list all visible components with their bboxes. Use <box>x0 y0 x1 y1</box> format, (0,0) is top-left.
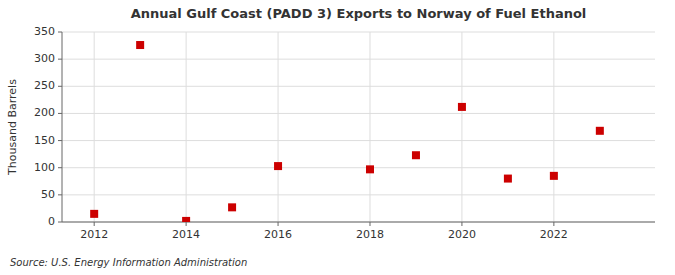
chart: 0 50 100 150 200 250 300 350 2012 2014 2016 2018 202… <box>0 0 675 275</box>
y-axis-label: Thousand Barrels <box>6 79 19 176</box>
grid-line-x <box>278 32 279 222</box>
x-tick <box>186 222 187 226</box>
point <box>458 103 466 111</box>
x-tick <box>369 222 370 226</box>
x-tick-label: 2014 <box>172 228 200 241</box>
point <box>596 127 604 135</box>
grid-line-x <box>461 32 462 222</box>
point <box>274 162 282 170</box>
grid-line-y <box>62 167 655 168</box>
grid-line-y <box>62 113 655 114</box>
point <box>182 217 190 222</box>
x-tick-label: 2022 <box>540 228 568 241</box>
grid-line-y <box>62 59 655 60</box>
y-tick <box>58 113 62 114</box>
y-tick-label: 150 <box>34 134 55 147</box>
grid-line-y <box>62 140 655 141</box>
point <box>90 210 98 218</box>
y-tick <box>58 222 62 223</box>
x-tick-label: 2018 <box>356 228 384 241</box>
y-tick-label: 350 <box>34 25 55 38</box>
point <box>412 151 420 159</box>
grid-line-y <box>62 222 655 223</box>
point <box>228 203 236 211</box>
grid-line-x <box>553 32 554 222</box>
y-tick <box>58 194 62 195</box>
x-tick-label: 2020 <box>448 228 476 241</box>
source-note: Source: U.S. Energy Information Administ… <box>10 257 247 268</box>
y-tick-label: 250 <box>34 79 55 92</box>
y-axis-line <box>62 32 63 222</box>
x-tick <box>553 222 554 226</box>
grid-line-y <box>62 194 655 195</box>
x-tick-label: 2012 <box>80 228 108 241</box>
y-tick <box>58 86 62 87</box>
grid-line-y <box>62 32 655 33</box>
point <box>136 41 144 49</box>
x-tick-label: 2016 <box>264 228 292 241</box>
x-tick <box>278 222 279 226</box>
point <box>366 165 374 173</box>
y-tick <box>58 140 62 141</box>
y-tick-label: 50 <box>41 188 55 201</box>
y-tick-label: 0 <box>48 215 55 228</box>
x-tick <box>94 222 95 226</box>
x-axis-line <box>62 222 655 223</box>
x-tick <box>461 222 462 226</box>
grid-line-y <box>62 86 655 87</box>
y-tick <box>58 32 62 33</box>
grid-line-x <box>94 32 95 222</box>
y-tick <box>58 167 62 168</box>
y-tick-label: 200 <box>34 106 55 119</box>
y-tick-label: 100 <box>34 161 55 174</box>
axes: 0 50 100 150 200 250 300 350 2012 2014 2016 2018 202… <box>34 25 568 241</box>
y-tick <box>58 59 62 60</box>
grid <box>62 32 655 222</box>
point <box>504 175 512 183</box>
grid-line-x <box>186 32 187 222</box>
grid-line-x <box>369 32 370 222</box>
points <box>90 41 604 222</box>
chart-container: 0 50 100 150 200 250 300 350 2012 2014 2016 2018 202… <box>0 0 675 275</box>
point <box>550 172 558 180</box>
title: Annual Gulf Coast (PADD 3) Exports to No… <box>131 6 587 21</box>
y-tick-label: 300 <box>34 52 55 65</box>
